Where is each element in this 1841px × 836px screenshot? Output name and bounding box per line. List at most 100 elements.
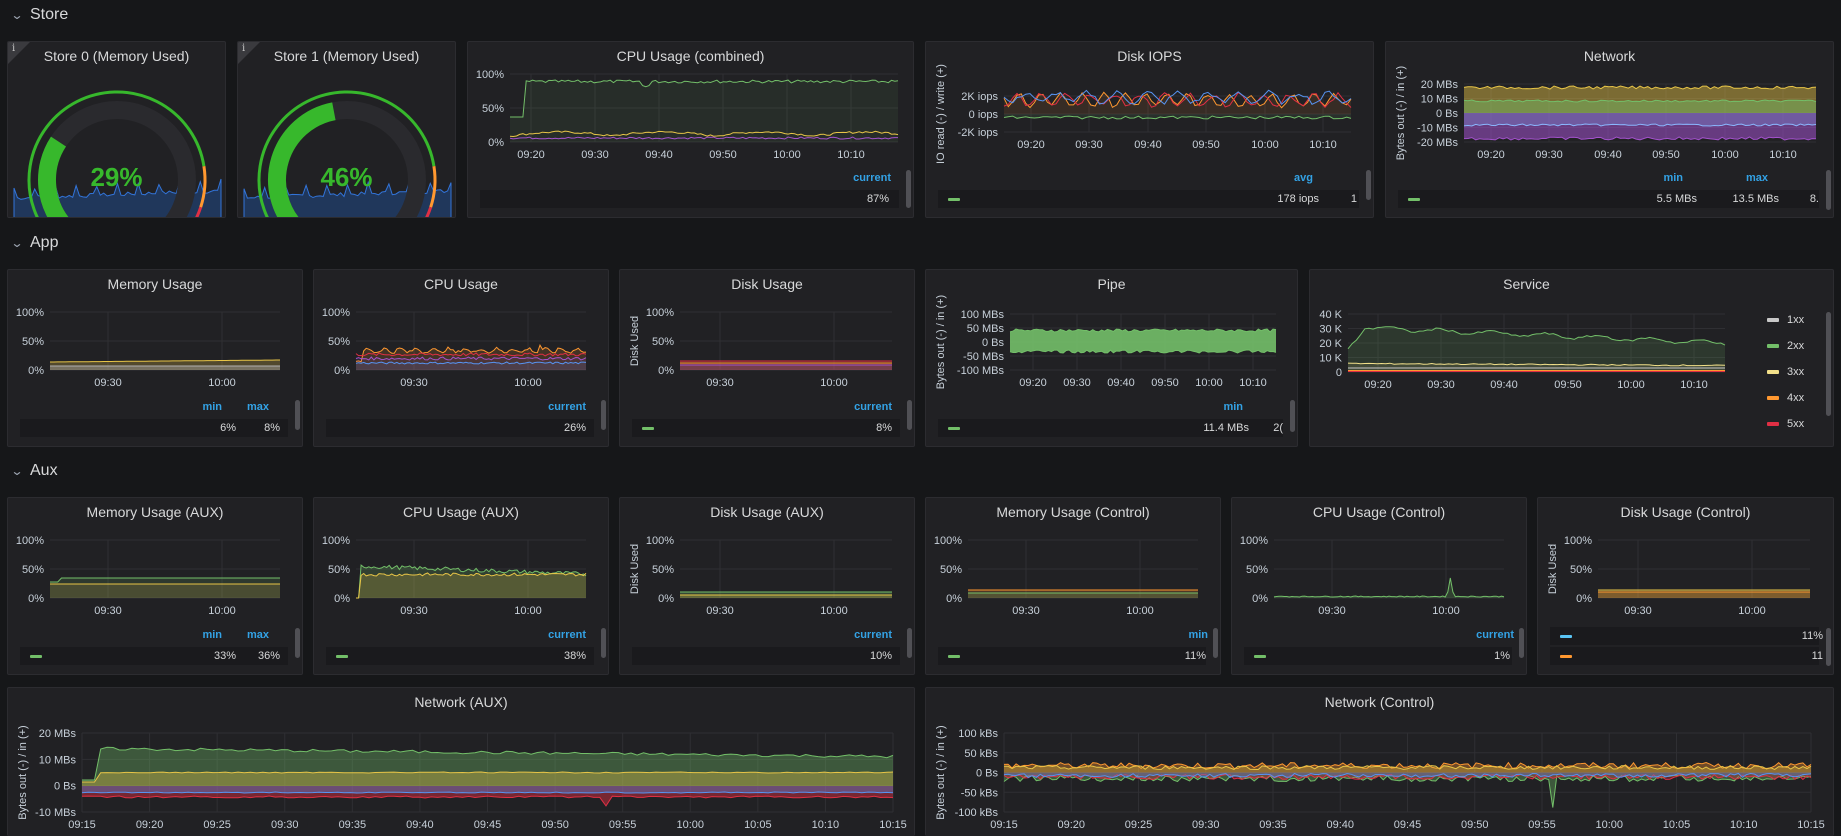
legend-scrollbar[interactable] xyxy=(1826,312,1831,416)
series-yellow-area xyxy=(356,573,586,598)
graph-cpu-aux: 100% 50% 0% 09:30 10:00 xyxy=(322,535,587,617)
legend-row[interactable]: 178 iops 1 xyxy=(938,190,1359,208)
row-toggle-store[interactable]: ⌄ Store xyxy=(11,6,69,24)
x-tick-label: 10:00 xyxy=(820,377,848,389)
panel-app-disk[interactable]: Disk Usage 100% 50% 0% 09:30 10:00 Disk Used … xyxy=(619,269,915,447)
legend-label: 2xx xyxy=(1787,340,1805,352)
legend-item-3xx[interactable]: 3xx xyxy=(1767,366,1804,378)
y-tick-label: 100% xyxy=(16,535,44,547)
legend-scrollbar[interactable] xyxy=(907,628,912,658)
legend-row[interactable]: 8% xyxy=(632,419,900,437)
legend-scrollbar[interactable] xyxy=(295,628,300,658)
legend-scrollbar[interactable] xyxy=(601,628,606,658)
panel-cpu-control[interactable]: CPU Usage (Control) 100% 50% 0% 09:30 10:00 … xyxy=(1231,497,1527,675)
panel-title: Service xyxy=(1503,276,1550,292)
graph-service: 40 K 30 K 20 K 10 K 0 09:20 09:30 09:40 09:50 10:… xyxy=(1319,309,1726,391)
series-out-red-line xyxy=(1003,773,1812,781)
y-axis-label: Bytes out (-) / in (+) xyxy=(935,295,947,389)
panel-network-aux[interactable]: Network (AUX) 20 MBs 10 MBs 0 Bs -10 MBs 09:… xyxy=(7,687,915,836)
info-icon[interactable]: i xyxy=(242,43,246,54)
legend-row[interactable]: 11% xyxy=(1550,627,1823,645)
panel-title: Memory Usage (Control) xyxy=(996,504,1150,520)
series-purple-line xyxy=(509,136,898,140)
panel-memory-aux[interactable]: Memory Usage (AUX) 100% 50% 0% 09:30 10:00 m… xyxy=(7,497,303,675)
legend-scrollbar[interactable] xyxy=(1366,170,1371,200)
y-tick-label: 100 kBs xyxy=(958,728,998,740)
y-tick-label: 2K iops xyxy=(961,91,998,103)
x-tick-label: 09:45 xyxy=(474,819,502,831)
legend-row[interactable]: 11 xyxy=(1550,647,1823,665)
panel-store1-memory[interactable]: i Store 1 (Memory Used) 46% xyxy=(237,41,456,218)
series-b-area xyxy=(50,366,280,370)
row-toggle-app[interactable]: ⌄ App xyxy=(11,234,59,252)
legend-row[interactable]: 6% 8% xyxy=(20,419,288,437)
gauge-threshold-red xyxy=(425,206,433,217)
legend-scrollbar[interactable] xyxy=(1519,628,1524,658)
panel-disk-iops[interactable]: Disk IOPS 2K iops 0 iops -2K iops 09:20 09:3… xyxy=(925,41,1374,218)
legend-swatch xyxy=(948,198,960,201)
y-tick-label: -50 kBs xyxy=(961,787,999,799)
panel-network[interactable]: Network 20 MBs 10 MBs 0 Bs -10 MBs -20 MBs 09… xyxy=(1385,41,1834,218)
panel-title: Memory Usage xyxy=(107,276,203,292)
panel-cpu-combined[interactable]: CPU Usage (combined) 100% 50% 0% 09:20 09:30… xyxy=(467,41,914,218)
panel-title: Network xyxy=(1583,48,1636,64)
panel-app-cpu[interactable]: CPU Usage 100% 50% 0% 09:30 10:00 current 26… xyxy=(313,269,609,447)
legend-row[interactable]: 11% xyxy=(938,647,1206,665)
graph-cpu-combined: 100% 50% 0% 09:20 09:30 09:40 09:50 10:00 10:10 xyxy=(476,69,899,161)
y-tick-label: 50% xyxy=(328,336,350,348)
panel-service[interactable]: Service 40 K 30 K 20 K 10 K 0 09:20 09:30 09:40… xyxy=(1309,269,1834,447)
panel-disk-aux[interactable]: Disk Usage (AUX) 100% 50% 0% 09:30 10:00 Disk… xyxy=(619,497,915,675)
x-tick-label: 09:50 xyxy=(1554,379,1582,391)
panel-title: CPU Usage (Control) xyxy=(1312,504,1446,520)
legend-row[interactable]: 10% xyxy=(632,647,900,665)
x-tick-label: 09:30 xyxy=(1624,605,1652,617)
legend-scrollbar[interactable] xyxy=(1826,628,1831,666)
panel-store0-memory[interactable]: i Store 0 (Memory Used) 29% xyxy=(7,41,226,218)
legend-row[interactable]: 26% xyxy=(326,419,594,437)
legend-row[interactable]: 11.4 MBs 2( xyxy=(938,419,1283,437)
x-tick-label: 10:10 xyxy=(1730,819,1758,831)
legend-row[interactable]: 33% 36% xyxy=(20,647,288,665)
legend-scrollbar[interactable] xyxy=(906,170,911,208)
legend-value-min: 5.5 MBs xyxy=(1656,193,1697,205)
legend-item-2xx[interactable]: 2xx xyxy=(1767,340,1804,352)
legend-scrollbar[interactable] xyxy=(1826,170,1831,210)
legend-row[interactable]: 87% xyxy=(480,190,899,208)
panel-disk-control[interactable]: Disk Usage (Control) 100% 50% 0% 09:30 10:00… xyxy=(1537,497,1834,675)
x-tick-label: 10:00 xyxy=(1432,605,1460,617)
info-icon[interactable]: i xyxy=(12,43,16,54)
graph-disk-aux: 100% 50% 0% 09:30 10:00 Disk Used xyxy=(629,535,892,617)
legend-item-1xx[interactable]: 1xx xyxy=(1767,314,1804,326)
panel-cpu-aux[interactable]: CPU Usage (AUX) 100% 50% 0% 09:30 10:00 curr… xyxy=(313,497,609,675)
legend-scrollbar[interactable] xyxy=(601,400,606,430)
series-out-blue-area xyxy=(1464,113,1816,126)
series-green-area xyxy=(50,578,280,598)
legend-value: 38% xyxy=(563,650,586,662)
row-toggle-aux[interactable]: ⌄ Aux xyxy=(11,462,58,480)
legend-scrollbar[interactable] xyxy=(907,400,912,430)
legend-header-current: current xyxy=(548,629,586,641)
legend-label: 4xx xyxy=(1787,392,1805,404)
x-tick-label: 09:30 xyxy=(706,377,734,389)
legend-row[interactable]: 1% xyxy=(1244,647,1512,665)
series-purple-area xyxy=(356,357,586,370)
y-tick-label: 100% xyxy=(646,535,674,547)
panel-app-memory[interactable]: Memory Usage 100% 50% 0% 09:30 10:00 min max… xyxy=(7,269,303,447)
panel-network-control[interactable]: Network (Control) 100 kBs 50 kBs 0 Bs -50 k… xyxy=(925,687,1834,836)
legend-item-5xx[interactable]: 5xx xyxy=(1767,418,1804,430)
legend-row[interactable]: 5.5 MBs 13.5 MBs 8. xyxy=(1398,190,1819,208)
legend-scrollbar[interactable] xyxy=(295,400,300,430)
panel-pipe[interactable]: Pipe 100 MBs 50 MBs 0 Bs -50 MBs -100 MBs 09:… xyxy=(925,269,1298,447)
x-tick-label: 10:10 xyxy=(1680,379,1708,391)
legend-swatch xyxy=(948,427,960,430)
legend-scrollbar[interactable] xyxy=(1290,400,1295,432)
y-axis-label: Bytes out (-) / in (+) xyxy=(935,725,947,819)
panel-title: Store 1 (Memory Used) xyxy=(273,48,420,64)
legend-item-4xx[interactable]: 4xx xyxy=(1767,392,1804,404)
legend-scrollbar[interactable] xyxy=(1213,628,1218,658)
legend-row[interactable]: 38% xyxy=(326,647,594,665)
legend-swatch xyxy=(30,655,42,658)
series-out-area xyxy=(1010,342,1276,353)
panel-memory-control[interactable]: Memory Usage (Control) 100% 50% 0% 09:30 10:… xyxy=(925,497,1221,675)
